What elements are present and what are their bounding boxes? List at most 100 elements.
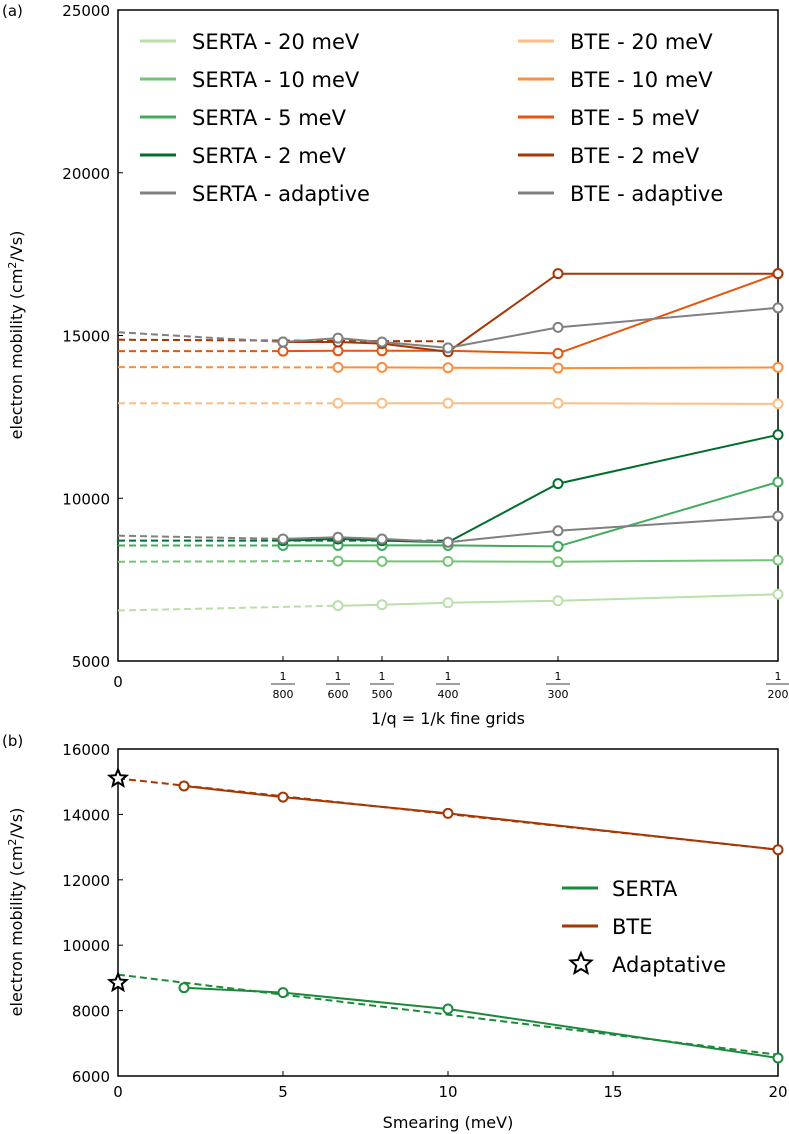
panel-a-label: (a): [2, 2, 23, 20]
legend-label: SERTA - 10 meV: [192, 68, 360, 92]
data-point: [277, 533, 289, 545]
data-point: [178, 780, 190, 792]
x-tick-label-numerator: 1: [445, 670, 452, 683]
x-tick-label-numerator: 1: [554, 670, 561, 683]
data-point: [442, 555, 454, 567]
series-serta-20-mev: [117, 588, 784, 612]
legend-label: BTE - 2 meV: [570, 144, 700, 168]
y-tick-label: 6000: [72, 1068, 110, 1086]
data-point: [277, 987, 289, 999]
data-point: [772, 398, 784, 410]
data-point: [552, 397, 564, 409]
panel-b-x-axis-label: Smearing (meV): [383, 1113, 514, 1132]
data-point: [772, 429, 784, 441]
y-tick-label: 10000: [62, 490, 110, 508]
panel-a-legend: SERTA - 20 meV SERTA - 10 meV SERTA - 5 me…: [140, 30, 723, 206]
series-bte: [117, 777, 784, 856]
y-tick-label: 8000: [72, 1003, 110, 1021]
legend-entry-serta-2-mev: SERTA - 2 meV: [140, 144, 347, 168]
x-tick-label-denominator: 300: [547, 688, 568, 701]
y-tick-label: 14000: [62, 806, 110, 824]
series-bte-adaptive: [117, 302, 784, 354]
legend-entry-bte-20-mev: BTE - 20 meV: [518, 30, 713, 54]
panel-b-label: (b): [2, 732, 23, 750]
x-tick-label-denominator: 200: [768, 688, 789, 701]
legend-label: BTE - 5 meV: [570, 106, 700, 130]
extrapolation-line: [117, 331, 284, 344]
data-point: [332, 361, 344, 373]
x-tick-label-denominator: 600: [328, 688, 349, 701]
data-point: [442, 397, 454, 409]
legend-entry-bte-2-mev: BTE - 2 meV: [518, 144, 700, 168]
data-point: [772, 361, 784, 373]
data-point: [552, 540, 564, 552]
series-line: [282, 515, 779, 544]
series-line: [183, 785, 779, 851]
data-point: [442, 597, 454, 609]
series-line: [282, 272, 779, 355]
series-serta-10-mev: [117, 554, 784, 568]
x-tick-label-denominator: 400: [438, 688, 459, 701]
data-point: [552, 525, 564, 537]
series-line: [282, 433, 779, 544]
legend-label: SERTA - adaptive: [192, 182, 370, 206]
legend-label: SERTA - 20 meV: [192, 30, 360, 54]
panel-b-x-ticks: 0 5 10 15 20: [113, 1071, 788, 1101]
legend-entry-bte-adaptive: BTE - adaptive: [518, 182, 723, 206]
legend-entry-serta-5-mev: SERTA - 5 meV: [140, 106, 347, 130]
legend-entry-bte: BTE: [562, 915, 653, 939]
y-tick-label: 16000: [62, 741, 110, 759]
panel-a-series: [117, 268, 784, 612]
series-serta-adaptive: [117, 510, 784, 548]
data-point: [376, 555, 388, 567]
extrapolation-line: [117, 560, 339, 563]
data-point: [552, 347, 564, 359]
x-tick-label-numerator: 1: [335, 670, 342, 683]
y-tick-label: 12000: [62, 872, 110, 890]
legend-label: BTE - adaptive: [570, 182, 723, 206]
x-tick-label: 0: [113, 1083, 123, 1101]
panel-b-y-ticks: 6000 8000 10000 12000 14000 16000: [62, 741, 123, 1086]
legend-entry-serta-10-mev: SERTA - 10 meV: [140, 68, 360, 92]
star-marker: [106, 971, 130, 993]
x-tick-label-denominator: 500: [372, 688, 393, 701]
x-tick-label-numerator: 1: [379, 670, 386, 683]
series-bte-10-mev: [117, 361, 784, 374]
legend-entry-bte-5-mev: BTE - 5 meV: [518, 106, 700, 130]
data-point: [772, 554, 784, 566]
legend-entry-bte-10-mev: BTE - 10 meV: [518, 68, 713, 92]
data-point: [178, 982, 190, 994]
data-point: [552, 362, 564, 374]
legend-entry-serta-20-mev: SERTA - 20 meV: [140, 30, 360, 54]
data-point: [772, 476, 784, 488]
x-tick-label: 15: [603, 1083, 622, 1101]
series-line: [183, 986, 779, 1059]
legend-entry-serta-adaptive: SERTA - adaptive: [140, 182, 370, 206]
x-tick-label: 20: [768, 1083, 787, 1101]
panel-b-legend: SERTA BTE Adaptative: [562, 877, 726, 977]
data-point: [332, 555, 344, 567]
legend-entry-serta: SERTA: [562, 877, 678, 901]
y-tick-label: 15000: [62, 328, 110, 346]
series-adaptative: [106, 766, 130, 993]
series-line: [283, 481, 779, 548]
y-tick-label: 20000: [62, 165, 110, 183]
data-point: [772, 268, 784, 280]
data-point: [277, 791, 289, 803]
x-tick-label: 5: [278, 1083, 288, 1101]
data-point: [442, 536, 454, 548]
series-serta: [117, 973, 784, 1064]
legend-label: Adaptative: [612, 953, 726, 977]
panel-a-y-axis-label: electron mobility (cm2/Vs): [6, 231, 27, 440]
y-tick-label: 5000: [72, 653, 110, 671]
star-marker: [106, 766, 130, 788]
extrapolation-line: [117, 604, 339, 612]
data-point: [552, 321, 564, 333]
legend-label: BTE - 10 meV: [570, 68, 713, 92]
y-tick-label: 10000: [62, 937, 110, 955]
data-point: [277, 336, 289, 348]
data-point: [772, 844, 784, 856]
data-point: [376, 336, 388, 348]
data-point: [552, 595, 564, 607]
